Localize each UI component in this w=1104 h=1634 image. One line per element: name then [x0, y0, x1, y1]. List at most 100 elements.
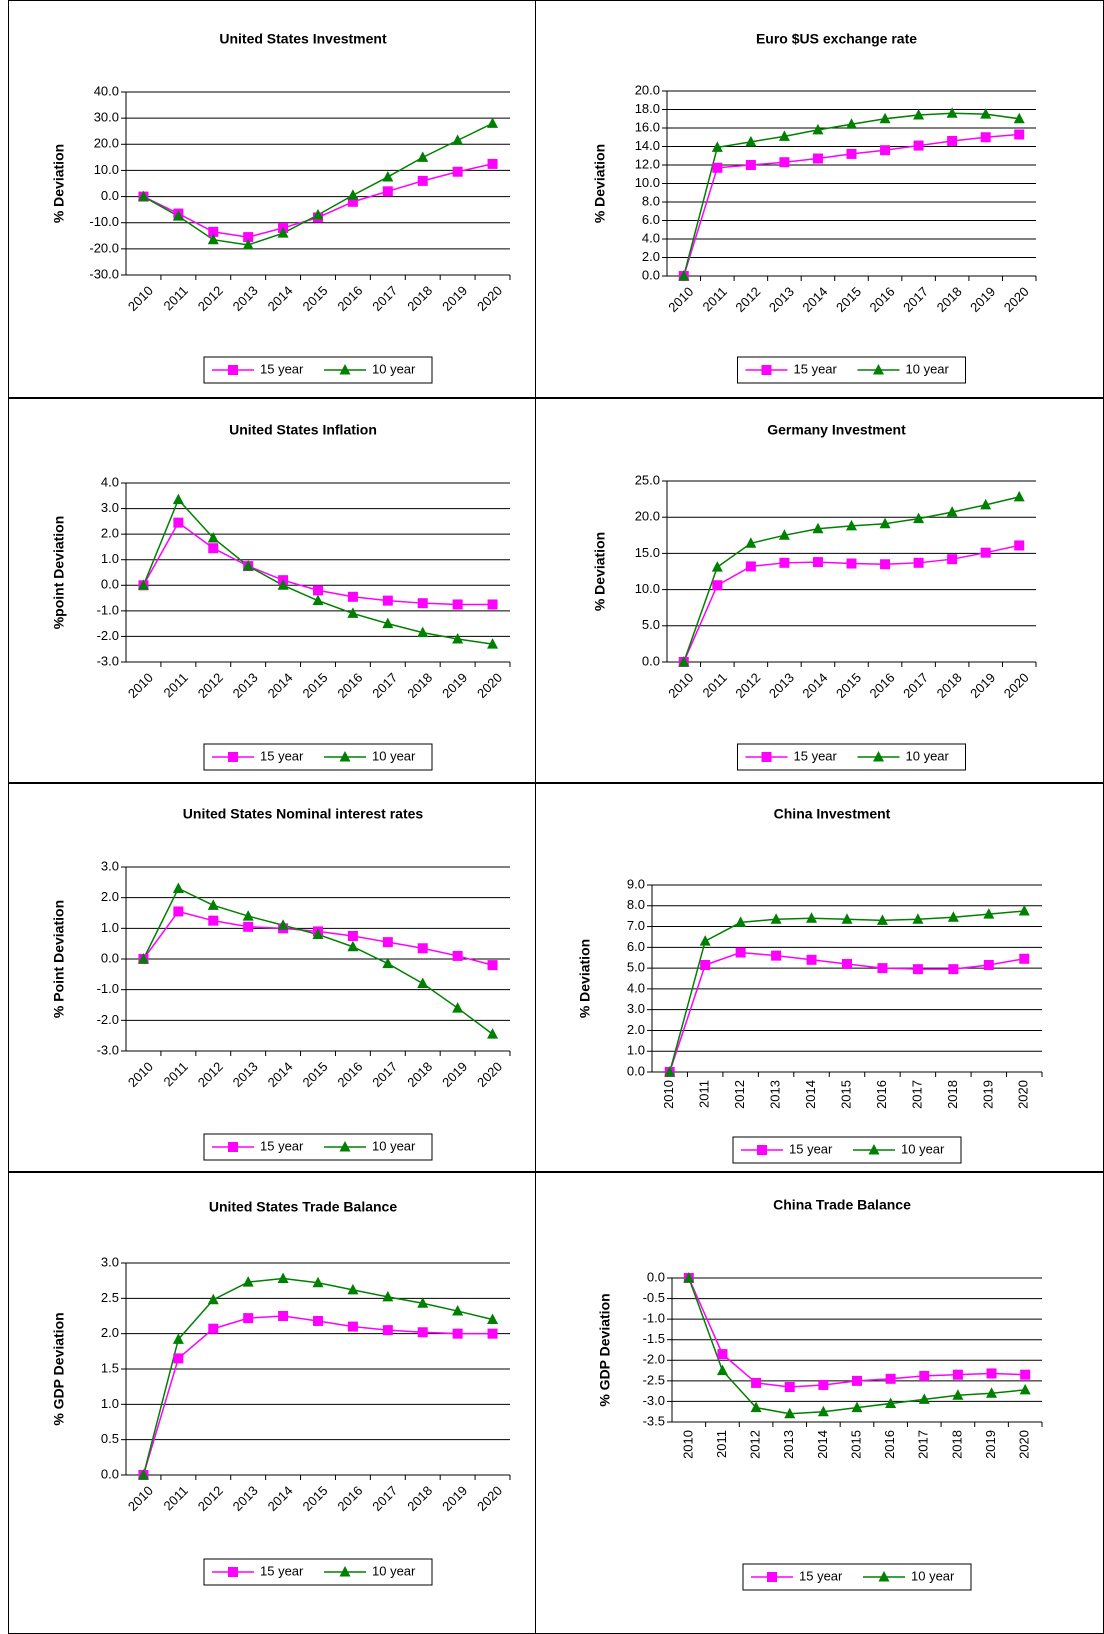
legend-marker [228, 365, 238, 375]
y-tick-label: -3.0 [97, 1042, 119, 1057]
x-tick-label: 2013 [781, 1430, 796, 1459]
x-tick-label: 2018 [945, 1080, 960, 1109]
legend-marker [757, 1145, 767, 1155]
x-tick-label: 2015 [833, 284, 864, 315]
y-tick-label: -2.0 [97, 1012, 119, 1027]
data-point [912, 913, 924, 924]
data-point [712, 162, 723, 173]
y-tick-label: 0.0 [101, 950, 119, 965]
x-tick-label: 2020 [1001, 670, 1032, 701]
legend-label: 15 year [260, 1563, 304, 1578]
data-point [751, 1377, 762, 1388]
data-point [784, 1382, 795, 1393]
data-point [812, 123, 824, 135]
data-point [700, 959, 711, 970]
legend-marker [761, 365, 772, 375]
data-point [750, 1401, 762, 1413]
legend-marker [868, 1144, 880, 1155]
data-point [208, 1323, 219, 1334]
x-tick-label: 2014 [265, 1059, 296, 1090]
data-point [312, 1276, 324, 1288]
data-point [207, 233, 219, 245]
data-point [487, 158, 498, 169]
chart-title: United States Inflation [229, 422, 377, 438]
data-point [452, 950, 463, 961]
data-point [452, 632, 464, 644]
data-point [771, 950, 782, 961]
data-point [879, 112, 891, 124]
data-point [208, 543, 219, 554]
legend-label: 10 year [911, 1568, 955, 1583]
x-tick-label: 2013 [230, 1059, 261, 1090]
data-point [347, 591, 358, 602]
data-point [382, 170, 394, 182]
y-tick-label: 9.0 [627, 876, 645, 891]
x-tick-label: 2016 [874, 1080, 889, 1109]
y-tick-label: -20.0 [89, 240, 119, 255]
x-tick-label: 2019 [439, 670, 470, 701]
data-point [913, 512, 925, 524]
y-tick-label: 6.0 [627, 939, 645, 954]
x-tick-label: 2020 [474, 1059, 505, 1090]
data-point [242, 560, 254, 571]
data-point [678, 656, 690, 667]
x-tick-label: 2020 [474, 283, 505, 314]
x-tick-label: 2012 [732, 670, 763, 701]
y-tick-label: 4.0 [627, 980, 645, 995]
data-point [817, 1405, 829, 1417]
y-tick-label: 4.0 [101, 474, 119, 489]
y-axis-label: % Deviation [592, 532, 608, 611]
data-point [172, 210, 184, 221]
data-point [382, 957, 394, 969]
x-tick-label: 2011 [699, 284, 729, 314]
data-point [735, 916, 747, 927]
y-tick-label: 25.0 [635, 472, 660, 487]
x-tick-label: 2017 [369, 283, 400, 314]
x-tick-label: 2018 [934, 670, 965, 701]
x-tick-label: 2020 [474, 1483, 505, 1514]
data-point [452, 166, 463, 177]
data-point [137, 190, 149, 202]
data-point [173, 517, 184, 528]
y-tick-label: 8.0 [642, 193, 660, 208]
data-point [717, 1349, 728, 1360]
chart-title: China Trade Balance [773, 1197, 911, 1213]
data-point [382, 937, 393, 948]
data-point [277, 919, 289, 930]
data-point [1019, 1383, 1031, 1395]
data-point [946, 107, 958, 118]
series-line [142, 1315, 493, 1476]
x-tick-label: 2010 [665, 670, 696, 701]
x-tick-label: 2014 [799, 284, 830, 315]
y-tick-label: 14.0 [635, 138, 660, 153]
data-point [885, 1373, 896, 1384]
data-point [913, 557, 924, 568]
x-tick-label: 2018 [934, 284, 965, 315]
data-point [699, 935, 711, 946]
x-tick-label: 2012 [195, 670, 226, 701]
chart-title: China Investment [774, 806, 891, 822]
y-tick-label: 10.0 [94, 162, 119, 177]
y-tick-label: 0.0 [101, 577, 119, 592]
x-tick-label: 2019 [980, 1080, 995, 1109]
data-point [712, 580, 723, 591]
panel-border [535, 783, 1104, 1172]
chart-title: United States Nominal interest rates [183, 806, 424, 822]
y-tick-label: 3.0 [101, 858, 119, 873]
legend-label: 15 year [260, 1138, 304, 1153]
data-point [947, 911, 959, 922]
chart-title: Euro $US exchange rate [756, 31, 917, 47]
data-point [417, 626, 429, 638]
data-point [948, 964, 959, 975]
x-tick-label: 2010 [661, 1080, 676, 1109]
data-point [678, 270, 690, 281]
x-tick-label: 2014 [815, 1430, 830, 1459]
x-tick-label: 2010 [125, 1483, 156, 1514]
data-point [980, 498, 992, 510]
data-point [980, 132, 991, 143]
legend-marker [873, 751, 884, 762]
data-point [172, 882, 184, 893]
y-tick-label: 20.0 [94, 136, 119, 151]
y-axis-label: % Point Deviation [51, 900, 67, 1018]
